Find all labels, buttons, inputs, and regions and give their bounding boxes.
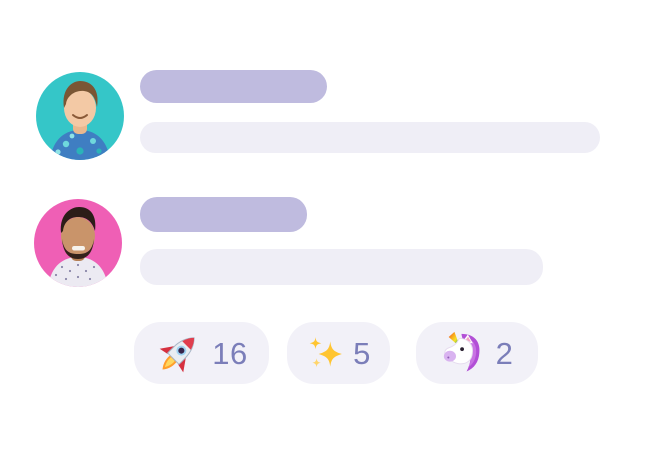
unicorn-emoji-icon: [443, 331, 480, 372]
reaction-count: 2: [495, 335, 514, 371]
avatar-user-2[interactable]: [34, 199, 122, 287]
rocket-emoji-icon: [159, 337, 195, 373]
avatar-photo-bearded-man: [48, 207, 108, 287]
sparkles-emoji-icon: [309, 337, 343, 368]
reaction-rocket[interactable]: 16: [134, 322, 269, 384]
reaction-count: 16: [212, 335, 248, 371]
reaction-sparkles[interactable]: 5: [287, 322, 390, 384]
avatar-user-1[interactable]: [36, 72, 124, 160]
message-text-placeholder-1: [140, 122, 600, 153]
username-placeholder-1: [140, 70, 327, 103]
message-text-placeholder-2: [140, 249, 543, 285]
avatar-photo-man-floral-shirt: [50, 81, 110, 160]
reaction-unicorn[interactable]: 2: [416, 322, 538, 384]
reaction-count: 5: [353, 335, 371, 371]
username-placeholder-2: [140, 197, 307, 232]
